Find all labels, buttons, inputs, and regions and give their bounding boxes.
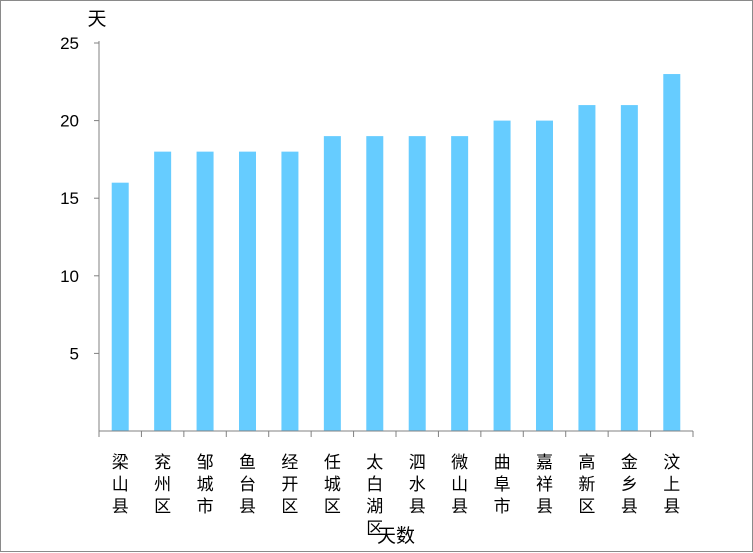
bar — [451, 136, 469, 431]
x-axis-label: 天数 — [377, 525, 415, 547]
category-label-char: 开 — [281, 475, 298, 495]
category-label-char: 上 — [663, 475, 680, 495]
category-label-char: 湖 — [366, 497, 383, 517]
category-label: 微山县 — [451, 453, 468, 517]
category-label: 汶上县 — [663, 453, 680, 517]
category-label-char: 区 — [366, 519, 383, 539]
category-label-char: 县 — [451, 497, 468, 517]
axes — [94, 41, 694, 437]
y-ticks: 5 10 15 20 25 — [60, 34, 79, 363]
category-label: 泗水县 — [409, 453, 426, 517]
bar — [366, 136, 384, 431]
bar — [154, 151, 172, 431]
category-label: 高新区 — [578, 453, 595, 517]
y-tick-label: 5 — [70, 344, 79, 363]
bar — [578, 105, 596, 431]
category-label-char: 白 — [366, 475, 383, 495]
y-axis-label: 天 — [87, 8, 106, 30]
category-label-char: 市 — [494, 497, 511, 517]
category-label-char: 水 — [409, 475, 426, 495]
category-label-char: 乡 — [621, 475, 638, 495]
y-tick-label: 20 — [60, 112, 79, 131]
category-label-char: 山 — [112, 475, 129, 495]
category-label: 兖州区 — [154, 453, 171, 517]
category-label-char: 区 — [154, 497, 171, 517]
category-label-char: 邹 — [197, 453, 214, 473]
bar — [408, 136, 426, 431]
category-label-char: 台 — [239, 475, 256, 495]
category-label-char: 兖 — [154, 453, 171, 473]
category-label: 梁山县 — [112, 453, 129, 517]
category-label-char: 阜 — [494, 475, 511, 495]
bar — [536, 120, 553, 431]
category-label-char: 山 — [451, 475, 468, 495]
category-label-char: 高 — [578, 453, 595, 473]
category-label-char: 经 — [281, 453, 298, 473]
category-labels: 梁山县兖州区邹城市鱼台县经开区任城区太白湖区泗水县微山县曲阜市嘉祥县高新区金乡县… — [112, 453, 681, 539]
category-label: 嘉祥县 — [536, 453, 553, 517]
category-label-char: 祥 — [536, 475, 553, 495]
category-label-char: 县 — [239, 497, 256, 517]
category-label-char: 梁 — [112, 453, 129, 473]
bar — [323, 136, 341, 431]
category-label-char: 太 — [366, 453, 383, 473]
category-label: 经开区 — [281, 453, 298, 517]
bar — [493, 120, 511, 431]
bar — [196, 151, 214, 431]
category-label-char: 汶 — [663, 453, 680, 473]
category-label: 曲阜市 — [494, 453, 511, 517]
category-label-char: 新 — [578, 475, 595, 495]
category-label-char: 县 — [112, 497, 129, 517]
category-label-char: 城 — [197, 475, 214, 495]
bar — [281, 151, 299, 431]
y-tick-label: 10 — [60, 267, 79, 286]
category-label: 鱼台县 — [239, 453, 256, 517]
category-label-char: 任 — [324, 453, 341, 473]
category-label-char: 州 — [154, 475, 171, 495]
category-label-char: 曲 — [494, 453, 511, 473]
bar — [111, 182, 129, 431]
category-label: 邹城市 — [197, 453, 214, 517]
category-label-char: 嘉 — [536, 453, 553, 473]
category-label: 任城区 — [324, 453, 341, 517]
bar — [239, 151, 256, 431]
category-label-char: 区 — [281, 497, 298, 517]
category-label-char: 县 — [621, 497, 638, 517]
bars — [111, 74, 681, 431]
category-label-char: 泗 — [409, 453, 426, 473]
category-label-char: 区 — [324, 497, 341, 517]
category-label-char: 区 — [578, 497, 595, 517]
category-label-char: 县 — [536, 497, 553, 517]
category-label-char: 县 — [663, 497, 680, 517]
category-label-char: 金 — [621, 453, 638, 473]
y-tick-label: 15 — [60, 189, 79, 208]
category-label-char: 鱼 — [239, 453, 256, 473]
category-label: 金乡县 — [621, 453, 638, 517]
bar — [663, 74, 681, 431]
y-tick-label: 25 — [60, 34, 79, 53]
category-label-char: 微 — [451, 453, 468, 473]
category-label-char: 城 — [324, 475, 341, 495]
category-label-char: 市 — [197, 497, 214, 517]
bar — [620, 105, 638, 431]
category-label-char: 县 — [409, 497, 426, 517]
